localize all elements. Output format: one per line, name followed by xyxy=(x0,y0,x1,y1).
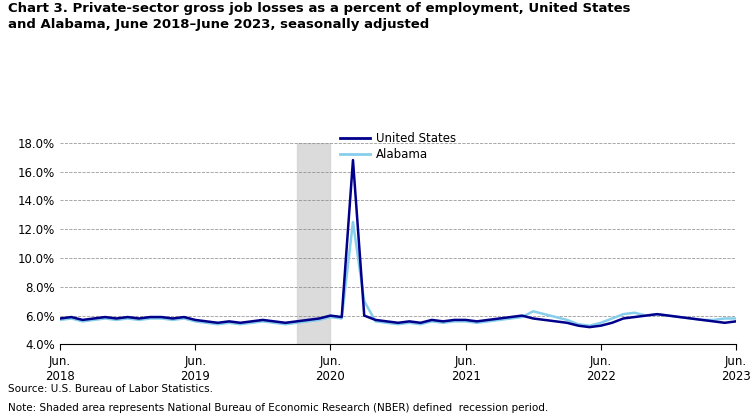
Bar xyxy=(297,143,330,344)
Text: Note: Shaded area represents National Bureau of Economic Research (NBER) defined: Note: Shaded area represents National Bu… xyxy=(8,403,547,413)
Legend: United States, Alabama: United States, Alabama xyxy=(340,132,456,161)
Text: Source: U.S. Bureau of Labor Statistics.: Source: U.S. Bureau of Labor Statistics. xyxy=(8,384,213,394)
Text: Chart 3. Private-sector gross job losses as a percent of employment, United Stat: Chart 3. Private-sector gross job losses… xyxy=(8,2,630,31)
